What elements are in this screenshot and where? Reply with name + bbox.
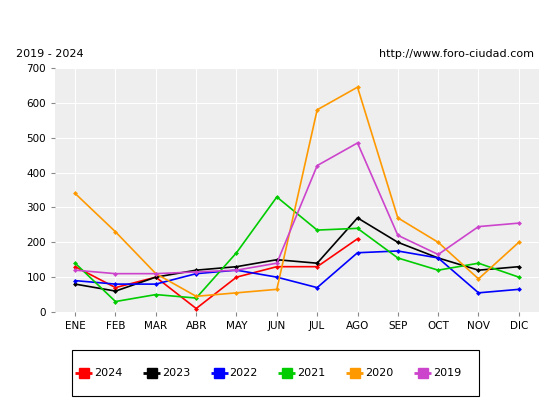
Text: http://www.foro-ciudad.com: http://www.foro-ciudad.com xyxy=(379,49,534,59)
Text: 2021: 2021 xyxy=(298,368,326,378)
Text: 2023: 2023 xyxy=(162,368,190,378)
Text: 2019 - 2024: 2019 - 2024 xyxy=(16,49,84,59)
Text: 2019: 2019 xyxy=(433,368,461,378)
Text: 2020: 2020 xyxy=(365,368,393,378)
Text: 2022: 2022 xyxy=(229,368,258,378)
Text: 2024: 2024 xyxy=(94,368,122,378)
Text: Evolucion Nº Turistas Nacionales en el municipio de Casares de las Hurdes: Evolucion Nº Turistas Nacionales en el m… xyxy=(26,14,524,28)
